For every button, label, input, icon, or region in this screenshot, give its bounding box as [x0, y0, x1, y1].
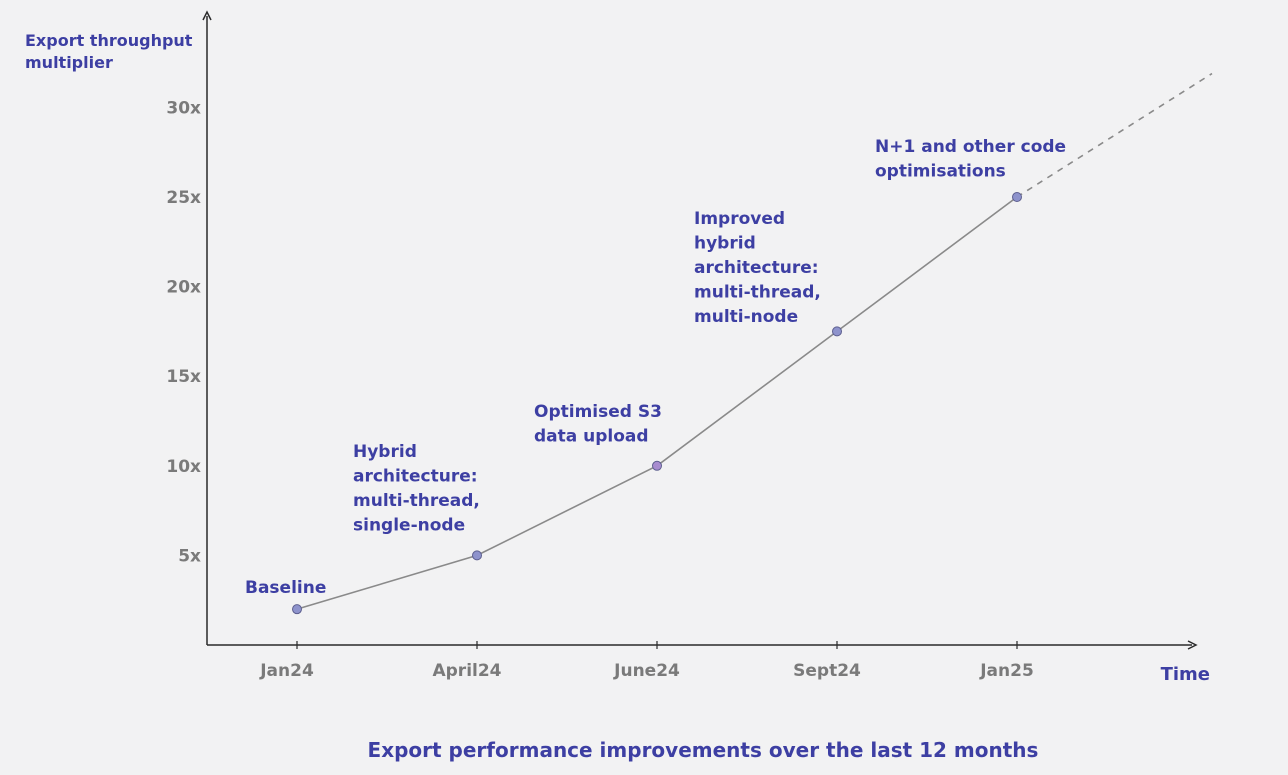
y-axis-label-line-2: multiplier: [25, 53, 113, 72]
y-tick-label: 30x: [166, 98, 201, 118]
y-tick-label: 5x: [178, 546, 201, 566]
annotation-line: Hybrid: [353, 442, 417, 462]
annotation-label: Baseline: [245, 578, 326, 598]
annotation-line: multi-node: [694, 307, 798, 327]
x-axis-label: Time: [1161, 664, 1210, 685]
annotation-line: Optimised S3: [534, 402, 662, 422]
annotation-label: N+1 and other code optimisations: [875, 137, 1066, 182]
y-ticks: 5x 10x 15x 20x 25x 30x: [166, 98, 201, 566]
y-tick-label: 25x: [166, 188, 201, 208]
x-axis-arrow: [1187, 640, 1198, 650]
data-point: [472, 550, 482, 561]
chart-title: Export performance improvements over the…: [368, 738, 1039, 762]
y-axis-label-line-1: Export throughput: [25, 31, 193, 50]
annotations: Baseline Hybrid architecture: multi-thread,…: [245, 137, 1066, 598]
annotation-line: multi-thread,: [694, 283, 821, 303]
annotation-line: architecture:: [353, 467, 478, 487]
axes: [202, 10, 1198, 650]
annotation-line: N+1 and other code: [875, 137, 1066, 157]
projection-line: [1016, 72, 1213, 198]
annotation-line: multi-thread,: [353, 491, 480, 511]
data-point: [292, 604, 302, 615]
y-tick-label: 20x: [166, 278, 201, 298]
series: [292, 72, 1213, 615]
y-tick-label: 10x: [166, 457, 201, 477]
annotation-label: Optimised S3 data upload: [534, 402, 662, 447]
annotation-line: data upload: [534, 427, 649, 447]
y-tick-label: 15x: [166, 367, 201, 387]
x-tick-label: Jan25: [979, 661, 1034, 681]
data-point: [1012, 192, 1022, 202]
annotation-line: Baseline: [245, 578, 326, 598]
x-tick-label: Sept24: [793, 661, 861, 681]
annotation-line: single-node: [353, 516, 465, 536]
annotation-label: Hybrid architecture: multi-thread, single-n…: [353, 442, 480, 536]
x-tick-label: April24: [432, 661, 501, 681]
x-tick-label: Jan24: [259, 661, 314, 681]
annotation-line: optimisations: [875, 162, 1006, 182]
annotation-line: hybrid: [694, 234, 756, 254]
annotation-line: architecture:: [694, 258, 819, 278]
annotation-label: Improved hybrid architecture: multi-thread,…: [694, 209, 821, 327]
data-point: [832, 326, 842, 337]
x-ticks: Jan24 April24 June24 Sept24 Jan25: [259, 641, 1034, 681]
data-point: [652, 460, 662, 471]
y-axis-arrow: [202, 10, 212, 21]
x-tick-label: June24: [613, 661, 680, 681]
y-axis-label: Export throughput multiplier: [25, 31, 198, 72]
annotation-line: Improved: [694, 209, 785, 229]
